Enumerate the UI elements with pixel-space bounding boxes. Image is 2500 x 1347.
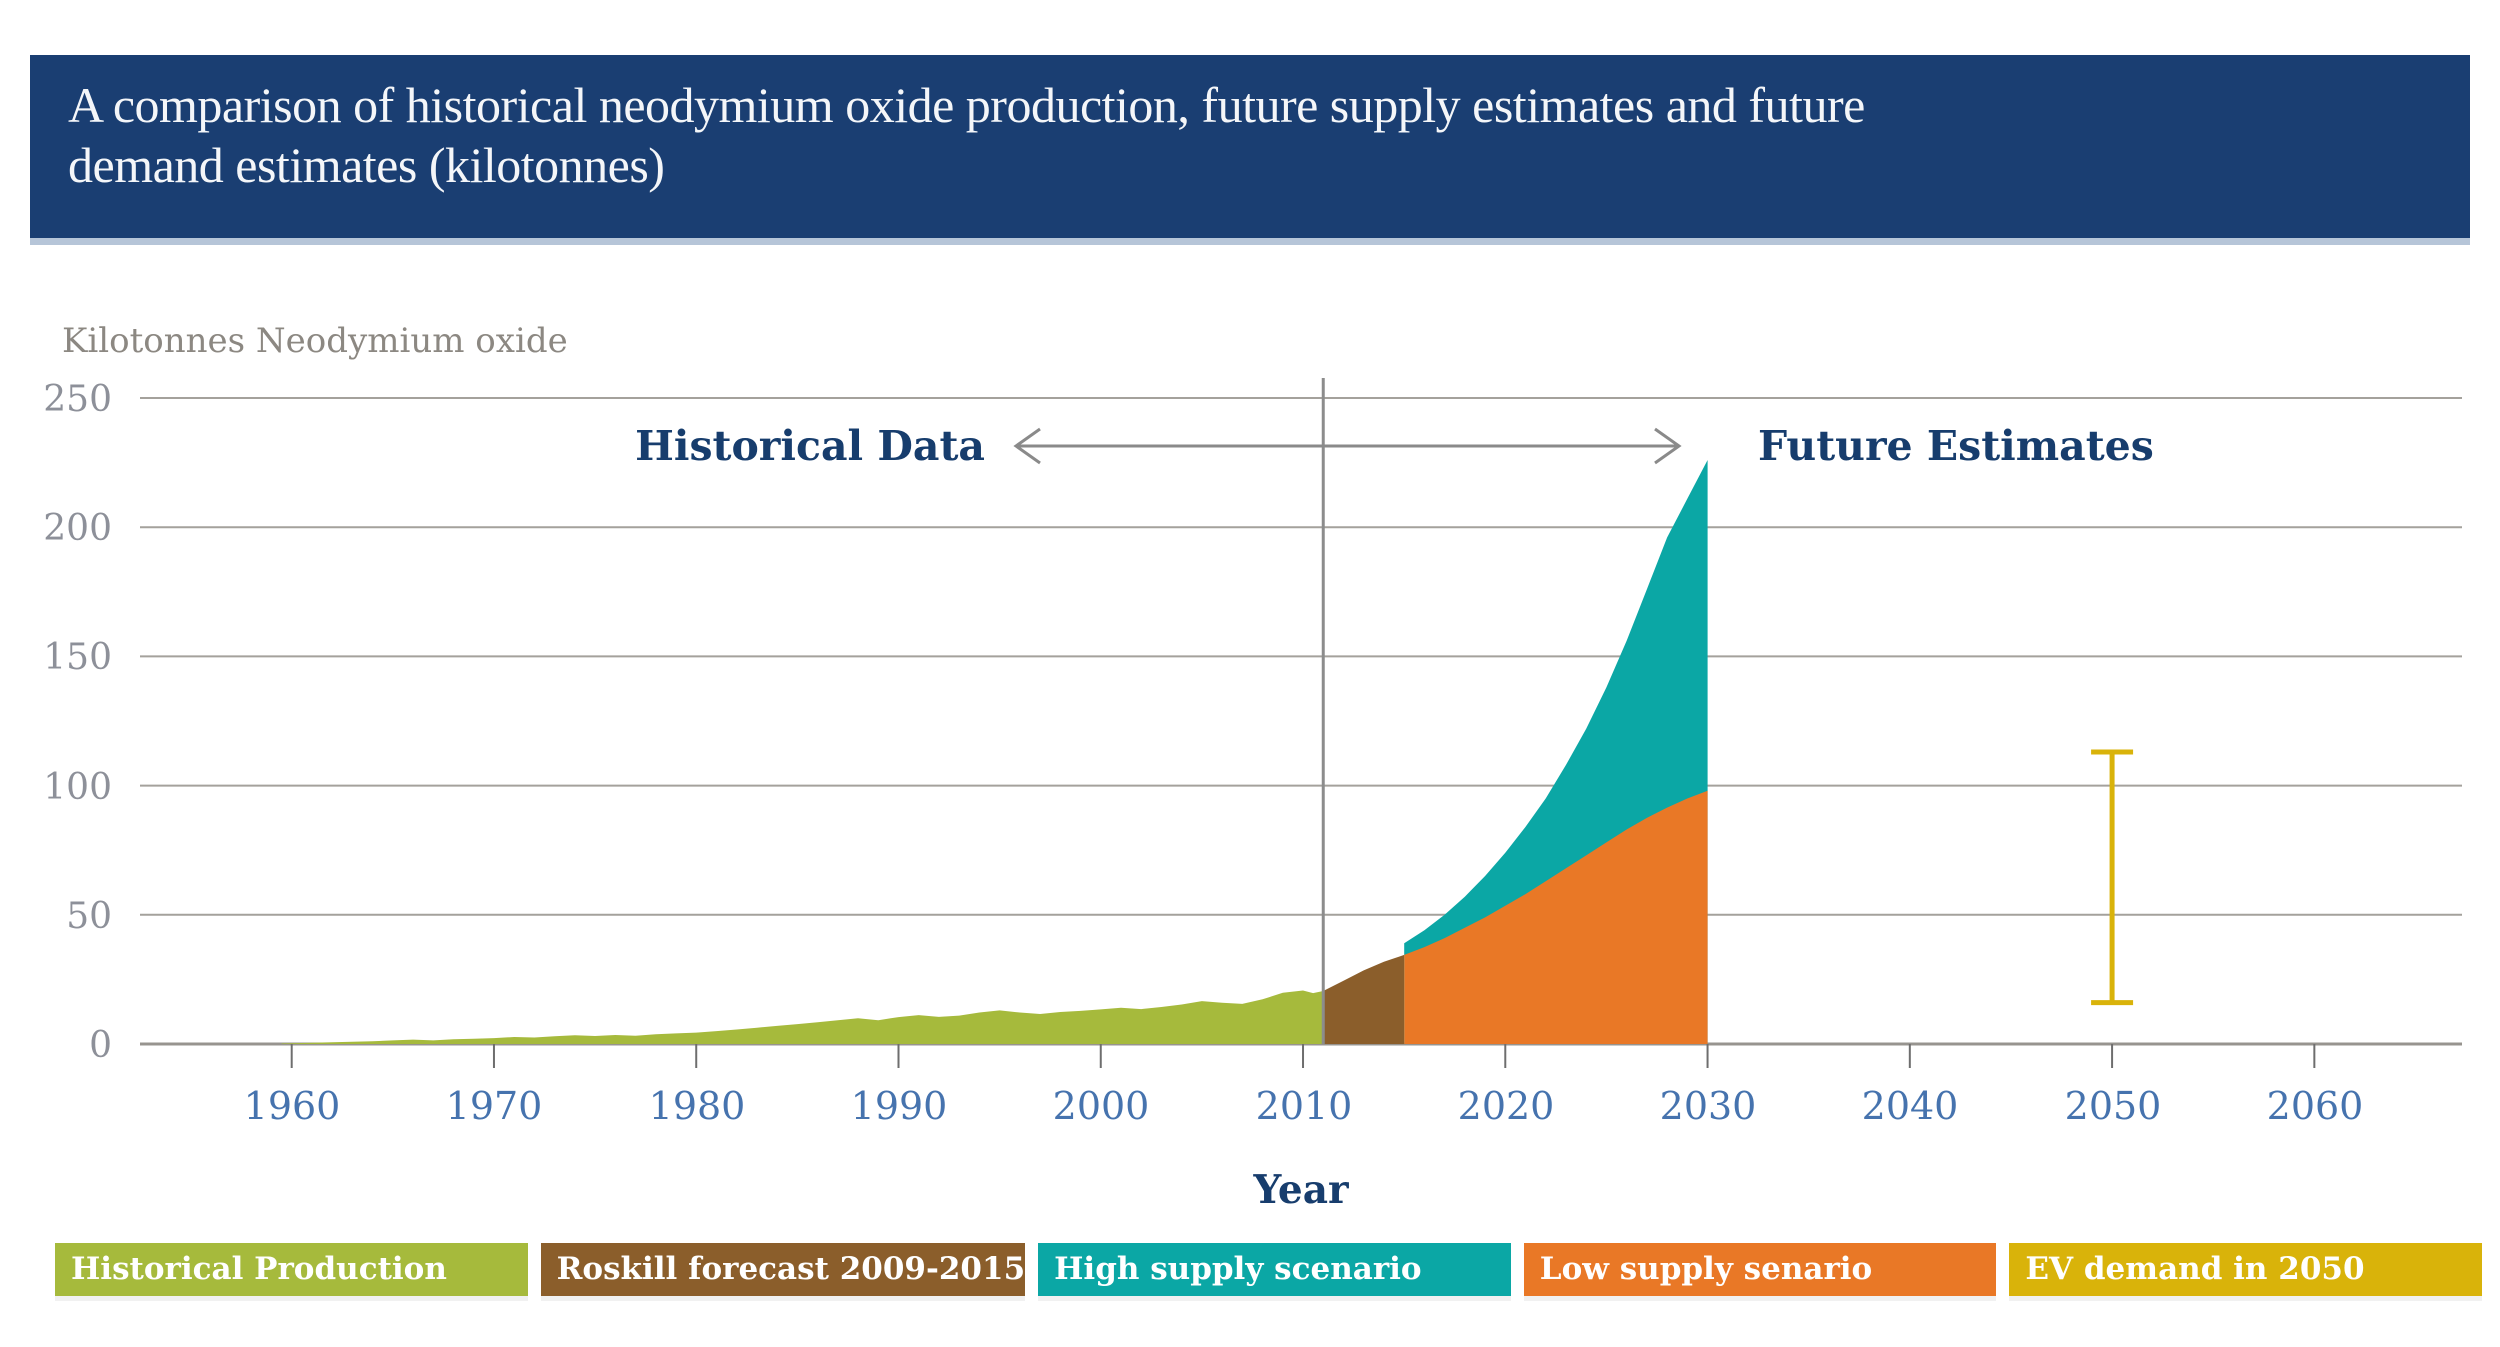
page-title-line1: A comparison of historical neodymium oxi… [68,77,1865,133]
x-tick-1990: 1990 [851,1084,948,1128]
ev-demand-errorbar [2091,749,2134,1006]
timeline-arrow-icon [1013,427,1682,465]
x-tick-2060: 2060 [2267,1084,2364,1128]
legend-item-ev-demand: EV demand in 2050 [2009,1243,2483,1296]
x-tick-2040: 2040 [1862,1084,1959,1128]
legend-item-historical-production: Historical Production [55,1243,528,1296]
area-low-supply-senario [1404,790,1708,1044]
x-tick-1970: 1970 [446,1084,543,1128]
legend-item-high-supply: High supply scenario [1038,1243,1511,1296]
x-tick-2010: 2010 [1256,1084,1353,1128]
x-tick-2000: 2000 [1053,1084,1150,1128]
x-tick-1980: 1980 [649,1084,746,1128]
y-tick-100: 100 [43,767,112,808]
x-tick-2030: 2030 [1660,1084,1757,1128]
y-tick-150: 150 [43,637,112,678]
page-title-line2: demand estimates (kilotonnes) [68,137,665,193]
y-axis-unit-label: Kilotonnes Neodymium oxide [62,321,568,361]
area-roskill-forecast-2009-2015 [1323,954,1405,1044]
legend: Historical Production Roskill forecast 2… [55,1243,2483,1296]
legend-label: Roskill forecast 2009-2015 [556,1251,1026,1287]
legend-item-roskill-forecast: Roskill forecast 2009-2015 [540,1243,1026,1296]
x-tick-2050: 2050 [2065,1084,2162,1128]
legend-item-low-supply: Low supply senario [1523,1243,1997,1296]
x-axis-title: Year [1252,1167,1349,1213]
y-tick-250: 250 [43,379,112,420]
title-banner: A comparison of historical neodymium oxi… [30,55,2470,245]
legend-label: EV demand in 2050 [2025,1251,2365,1287]
x-tick-2020: 2020 [1458,1084,1555,1128]
legend-label: High supply scenario [1054,1251,1422,1287]
y-tick-0: 0 [89,1025,112,1066]
area-historical-production [281,990,1324,1044]
area-series [281,460,1708,1044]
y-tick-50: 50 [66,896,112,937]
x-tick-1960: 1960 [244,1084,341,1128]
legend-label: Low supply senario [1539,1251,1873,1287]
x-axis-tick-marks [290,1044,2316,1068]
future-estimates-label: Future Estimates [1758,422,2154,470]
legend-label: Historical Production [71,1251,447,1287]
historical-data-label: Historical Data [635,422,985,470]
y-tick-200: 200 [43,508,112,549]
